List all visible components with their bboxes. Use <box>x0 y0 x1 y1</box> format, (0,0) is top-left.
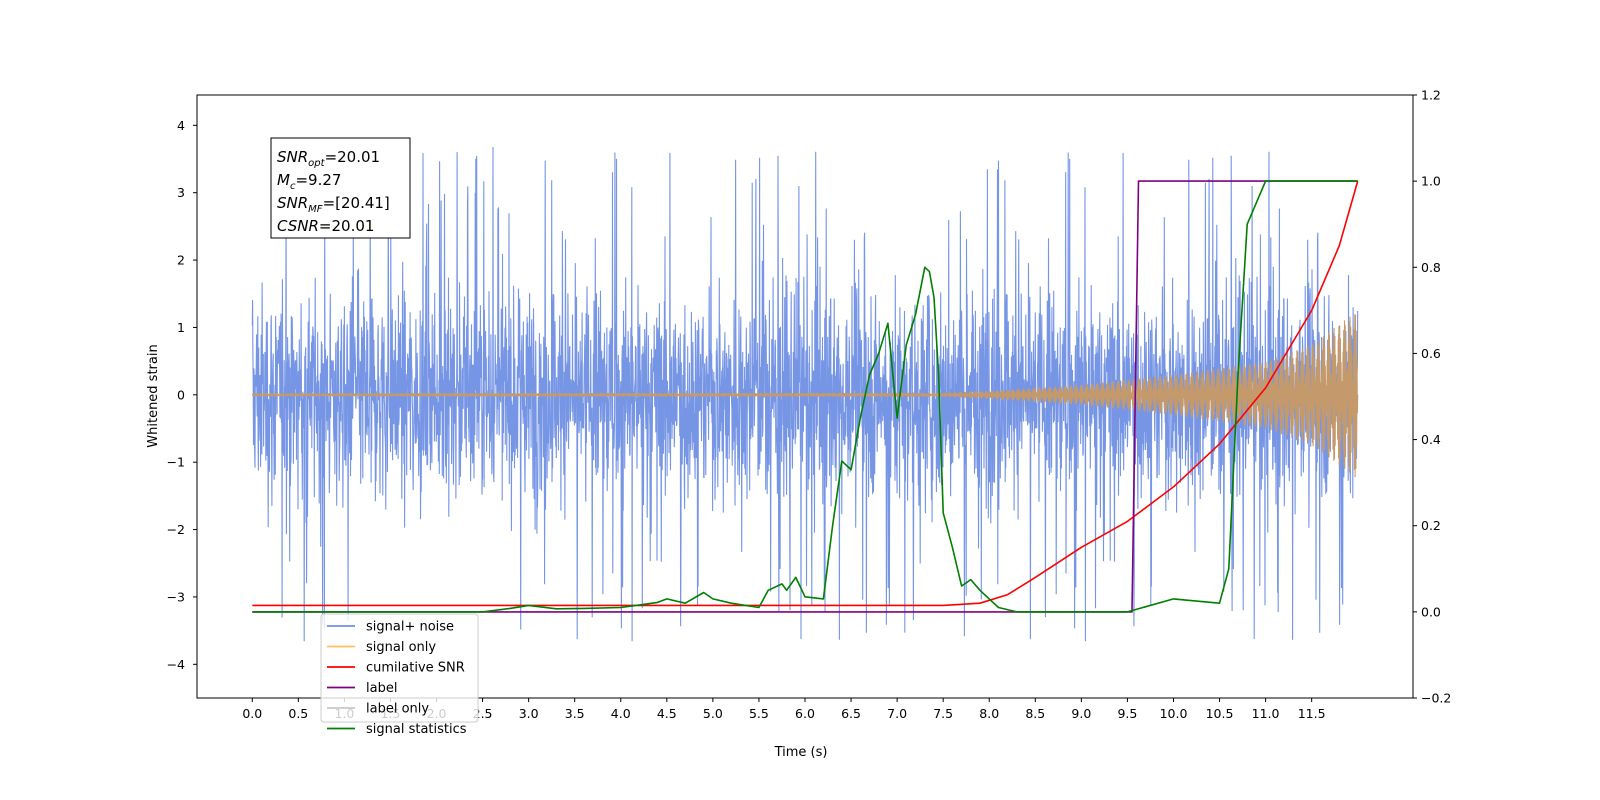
y-tick-label-right: 0.0 <box>1421 604 1441 619</box>
x-tick-label: 11.5 <box>1298 706 1326 721</box>
x-tick-label: 7.5 <box>933 706 953 721</box>
x-tick-label: 3.5 <box>565 706 585 721</box>
y-tick-label-left: −1 <box>167 455 185 470</box>
series-label <box>252 180 1358 613</box>
series-signal-noise <box>251 147 1359 642</box>
x-tick-label: 8.0 <box>979 706 999 721</box>
y-tick-label-left: −2 <box>167 522 185 537</box>
legend-frame <box>320 613 479 723</box>
x-tick-label: 5.0 <box>703 706 723 721</box>
annotation-line: CSNR=20.01 <box>277 217 374 235</box>
x-tick-label: 11.0 <box>1252 706 1280 721</box>
y-tick-label-left: 0 <box>177 387 185 402</box>
y-tick-label-right: 1.2 <box>1421 88 1441 103</box>
plot-area <box>251 147 1359 642</box>
annotation-line: SNRopt=20.01 <box>277 148 380 169</box>
y-tick-label-left: 2 <box>177 253 185 268</box>
y-tick-label-right: 0.8 <box>1421 260 1441 275</box>
legend-label: signal only <box>366 640 436 655</box>
y-tick-label-right: 0.2 <box>1421 518 1441 533</box>
y-tick-label-left: 4 <box>177 118 185 133</box>
x-tick-label: 6.0 <box>795 706 815 721</box>
legend-label: signal statistics <box>366 722 467 737</box>
legend-label: label <box>366 681 397 696</box>
y-tick-label-left: −3 <box>167 589 185 604</box>
x-tick-label: 9.5 <box>1117 706 1137 721</box>
legend-label: cumilative SNR <box>366 661 465 676</box>
y-tick-label-left: −4 <box>167 657 185 672</box>
y-tick-label-right: 0.6 <box>1421 346 1441 361</box>
y-axis-label: Whitened strain <box>146 344 161 447</box>
legend-label: signal+ noise <box>366 620 454 635</box>
y-tick-label-right: 1.0 <box>1421 174 1441 189</box>
x-tick-label: 7.0 <box>887 706 907 721</box>
x-tick-label: 10.5 <box>1206 706 1234 721</box>
y-tick-label-right: −0.2 <box>1421 691 1451 706</box>
x-tick-label: 4.5 <box>657 706 677 721</box>
series-signal-statistics <box>252 180 1358 613</box>
x-tick-label: 4.0 <box>611 706 631 721</box>
y-tick-label-right: 0.4 <box>1421 432 1441 447</box>
y-tick-label-left: 3 <box>177 185 185 200</box>
series-signal-only <box>251 314 1359 478</box>
x-tick-label: 3.0 <box>519 706 539 721</box>
series-cumulative-snr <box>252 180 1359 607</box>
x-tick-label: 9.0 <box>1071 706 1091 721</box>
annotation-line: SNRMF=[20.41] <box>277 194 390 215</box>
x-tick-label: 8.5 <box>1025 706 1045 721</box>
annotation-line: Mc=9.27 <box>277 171 341 192</box>
y-tick-label-left: 1 <box>177 320 185 335</box>
x-tick-label: 0.0 <box>242 706 262 721</box>
x-tick-label: 6.5 <box>841 706 861 721</box>
x-tick-label: 10.0 <box>1160 706 1188 721</box>
legend-label: label only <box>366 702 429 717</box>
x-tick-label: 5.5 <box>749 706 769 721</box>
annotation-box <box>270 137 411 239</box>
legend: signal+ noise signal only cumilative SNR la… <box>320 613 479 737</box>
x-tick-label: 0.5 <box>288 706 308 721</box>
x-axis-label: Time (s) <box>774 745 828 760</box>
